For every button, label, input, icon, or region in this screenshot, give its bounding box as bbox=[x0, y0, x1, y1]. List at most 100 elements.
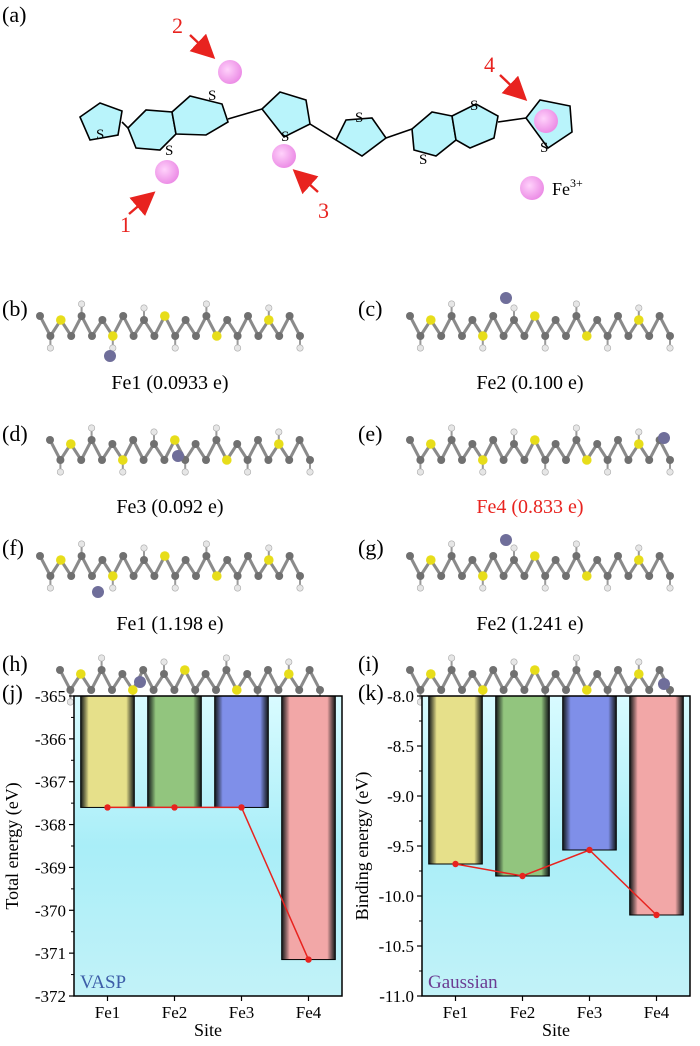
sulfur-atom bbox=[160, 551, 170, 561]
y-tick-label: -9.5 bbox=[387, 837, 414, 856]
carbon-atom bbox=[160, 670, 168, 678]
carbon-atom bbox=[275, 572, 284, 580]
carbon-atom bbox=[468, 316, 477, 324]
bond bbox=[429, 319, 443, 337]
bond bbox=[246, 315, 260, 337]
carbon-atom bbox=[264, 456, 273, 464]
fe-atom bbox=[500, 292, 512, 304]
carbon-atom bbox=[499, 456, 508, 464]
sulfur-atom bbox=[118, 455, 128, 465]
panel-a-label: (a) bbox=[2, 2, 27, 27]
bond bbox=[491, 315, 505, 337]
bond bbox=[460, 443, 474, 461]
y-tick-label: -369 bbox=[35, 858, 66, 877]
hydrogen-atom bbox=[202, 300, 210, 308]
bond bbox=[205, 555, 219, 577]
carbon-atom bbox=[46, 436, 54, 444]
y-tick-label: -8.0 bbox=[387, 687, 414, 706]
carbon-atom bbox=[416, 332, 425, 340]
carbon-atom bbox=[645, 572, 654, 580]
legend-ion-label: Fe3+ bbox=[552, 176, 583, 199]
data-point-fe2 bbox=[519, 872, 526, 880]
data-point-fe1 bbox=[452, 860, 459, 868]
carbon-atom bbox=[489, 552, 498, 560]
bond bbox=[287, 439, 301, 461]
carbon-atom bbox=[88, 332, 96, 340]
bond bbox=[481, 315, 495, 337]
bond bbox=[450, 315, 464, 337]
hydrogen-atom bbox=[88, 424, 96, 432]
carbon-atom bbox=[243, 456, 252, 464]
panel-a-structure: S S S S S S S S 1 2 3 4 Fe3+ bbox=[79, 13, 583, 237]
sulfur-label: S bbox=[355, 110, 363, 126]
carbon-atom bbox=[244, 552, 252, 560]
carbon-atom bbox=[254, 572, 263, 580]
carbon-atom bbox=[447, 552, 456, 560]
carbon-atom bbox=[520, 456, 529, 464]
carbon-atom bbox=[406, 666, 414, 674]
carbon-atom bbox=[551, 316, 560, 324]
carbon-atom bbox=[222, 666, 231, 674]
carbon-atom bbox=[264, 666, 272, 674]
fe-atom bbox=[172, 450, 184, 462]
bond bbox=[471, 559, 485, 577]
bond bbox=[215, 319, 229, 337]
hydrogen-atom bbox=[150, 428, 158, 436]
charge-transfer-caption: Fe2 (1.241 e) bbox=[476, 613, 584, 635]
carbon-atom bbox=[275, 332, 284, 340]
bond bbox=[595, 443, 609, 461]
hydrogen-atom bbox=[202, 540, 210, 548]
hydrogen-atom bbox=[46, 584, 54, 592]
fe-ion-site-1 bbox=[155, 160, 179, 184]
bond bbox=[257, 319, 271, 337]
carbon-atom bbox=[181, 556, 190, 564]
carbon-atom bbox=[181, 456, 190, 464]
carbon-atom bbox=[468, 556, 477, 564]
hydrogen-atom bbox=[234, 344, 242, 352]
bond bbox=[288, 555, 302, 577]
bond bbox=[502, 319, 516, 337]
hydrogen-atom bbox=[666, 344, 674, 352]
hydrogen-atom bbox=[635, 544, 643, 552]
charge-transfer-caption: Fe3 (0.092 e) bbox=[116, 496, 224, 518]
site-number: 2 bbox=[172, 13, 183, 38]
carbon-atom bbox=[562, 572, 570, 580]
y-axis-label: Total energy (eV) bbox=[2, 782, 23, 909]
bond bbox=[101, 319, 115, 337]
hydrogen-atom bbox=[160, 658, 168, 666]
sulfur-atom bbox=[160, 311, 170, 321]
x-tick-label: Fe2 bbox=[510, 1003, 536, 1022]
hydrogen-atom bbox=[604, 584, 612, 592]
sulfur-atom bbox=[478, 331, 488, 341]
bond bbox=[183, 443, 197, 461]
bond bbox=[90, 559, 104, 577]
carbon-atom bbox=[593, 316, 602, 324]
carbon-atom bbox=[244, 312, 252, 320]
bond bbox=[277, 315, 291, 337]
bond bbox=[49, 559, 63, 577]
thiophene-ring bbox=[334, 117, 388, 157]
carbon-atom bbox=[551, 670, 560, 678]
sulfur-atom bbox=[634, 439, 644, 449]
bond bbox=[554, 559, 568, 577]
carbon-atom bbox=[499, 332, 508, 340]
molecule-panel-label: (e) bbox=[358, 421, 383, 446]
carbon-atom bbox=[666, 332, 674, 340]
bond bbox=[523, 555, 537, 577]
carbon-atom bbox=[510, 440, 518, 448]
bond bbox=[267, 443, 281, 461]
bond bbox=[173, 319, 187, 337]
hydrogen-atom bbox=[109, 344, 117, 352]
carbon-atom bbox=[437, 332, 446, 340]
carbon-atom bbox=[416, 572, 425, 580]
carbon-atom bbox=[46, 572, 55, 580]
bond bbox=[246, 439, 260, 461]
carbon-atom bbox=[139, 456, 148, 464]
hydrogen-atom bbox=[285, 658, 293, 666]
carbon-atom bbox=[108, 440, 117, 448]
bond bbox=[225, 559, 239, 577]
sulfur-atom bbox=[634, 669, 644, 679]
hydrogen-atom bbox=[541, 344, 549, 352]
bond bbox=[627, 443, 641, 461]
fe-atom bbox=[92, 586, 104, 598]
